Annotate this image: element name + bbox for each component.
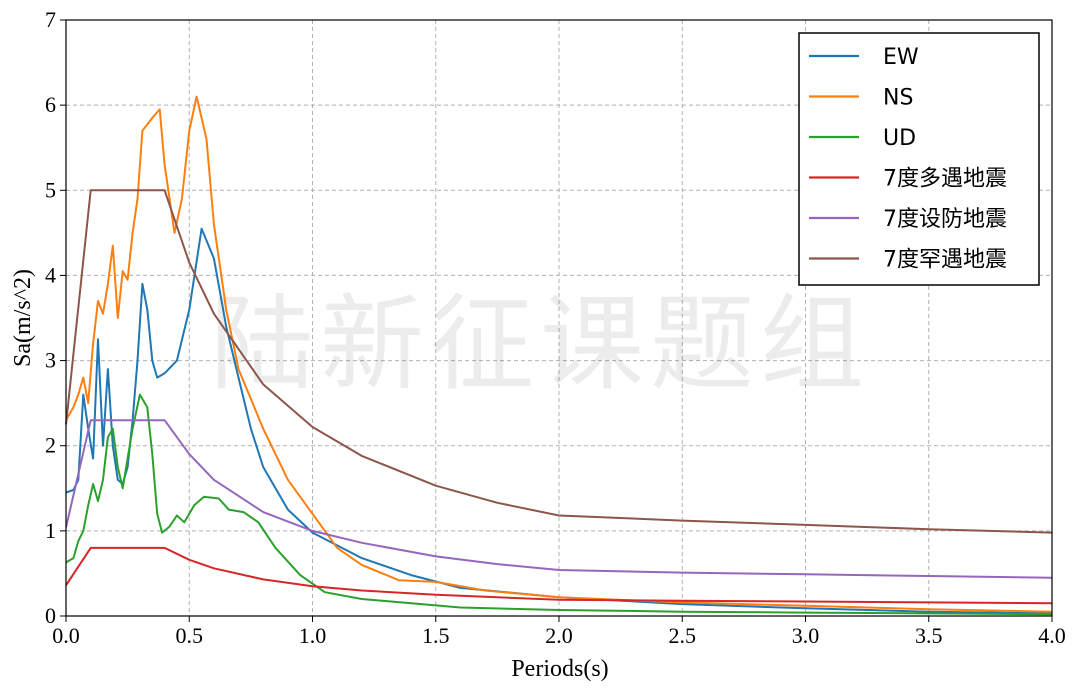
series-line-2 bbox=[65, 393, 1053, 616]
legend-label: UD bbox=[883, 126, 916, 151]
y-tick-label: 6 bbox=[45, 92, 56, 117]
legend-label: 7度设防地震 bbox=[883, 207, 1007, 232]
series-line-5 bbox=[65, 189, 1053, 534]
x-tick-label: 4.0 bbox=[1038, 623, 1066, 648]
series-line-4 bbox=[65, 419, 1053, 579]
legend-label: EW bbox=[883, 45, 919, 70]
legend-label: 7度多遇地震 bbox=[883, 167, 1007, 192]
legend-box bbox=[798, 32, 1040, 286]
legend: EW NS UD 7度多遇地震 7度设防地震 7度罕遇地震 bbox=[798, 32, 1040, 286]
x-axis-label: Periods(s) bbox=[511, 656, 608, 682]
legend-label: 7度罕遇地震 bbox=[883, 248, 1007, 273]
y-tick-label: 0 bbox=[45, 603, 56, 628]
series-line-0 bbox=[65, 227, 1053, 615]
x-tick-label: 2.0 bbox=[545, 623, 573, 648]
x-tick-label: 0.5 bbox=[176, 623, 204, 648]
x-tick-label: 3.0 bbox=[792, 623, 820, 648]
y-tick-label: 2 bbox=[45, 433, 56, 458]
x-tick-label: 1.5 bbox=[422, 623, 450, 648]
x-tick-label: 3.5 bbox=[915, 623, 943, 648]
y-tick-label: 7 bbox=[45, 7, 56, 32]
x-tick-label: 0.0 bbox=[52, 623, 80, 648]
x-tick-label: 2.5 bbox=[669, 623, 697, 648]
legend-label: NS bbox=[883, 86, 913, 111]
series-line-3 bbox=[65, 546, 1053, 605]
series-line-1 bbox=[65, 95, 1053, 613]
y-tick-label: 1 bbox=[45, 518, 56, 543]
watermark-text: 陆新征课题组 bbox=[210, 283, 870, 405]
y-axis-label: Sa(m/s^2) bbox=[10, 269, 36, 367]
axis-ticks: 0.0 0.5 1.0 1.5 2.0 2.5 3.0 3.5 4.0 0 1 2 3 4 5 6 7 bbox=[45, 7, 1066, 648]
series-lines bbox=[65, 95, 1053, 616]
y-tick-label: 5 bbox=[45, 177, 56, 202]
x-tick-label: 1.0 bbox=[299, 623, 327, 648]
y-tick-label: 3 bbox=[45, 348, 56, 373]
y-tick-label: 4 bbox=[45, 262, 56, 287]
